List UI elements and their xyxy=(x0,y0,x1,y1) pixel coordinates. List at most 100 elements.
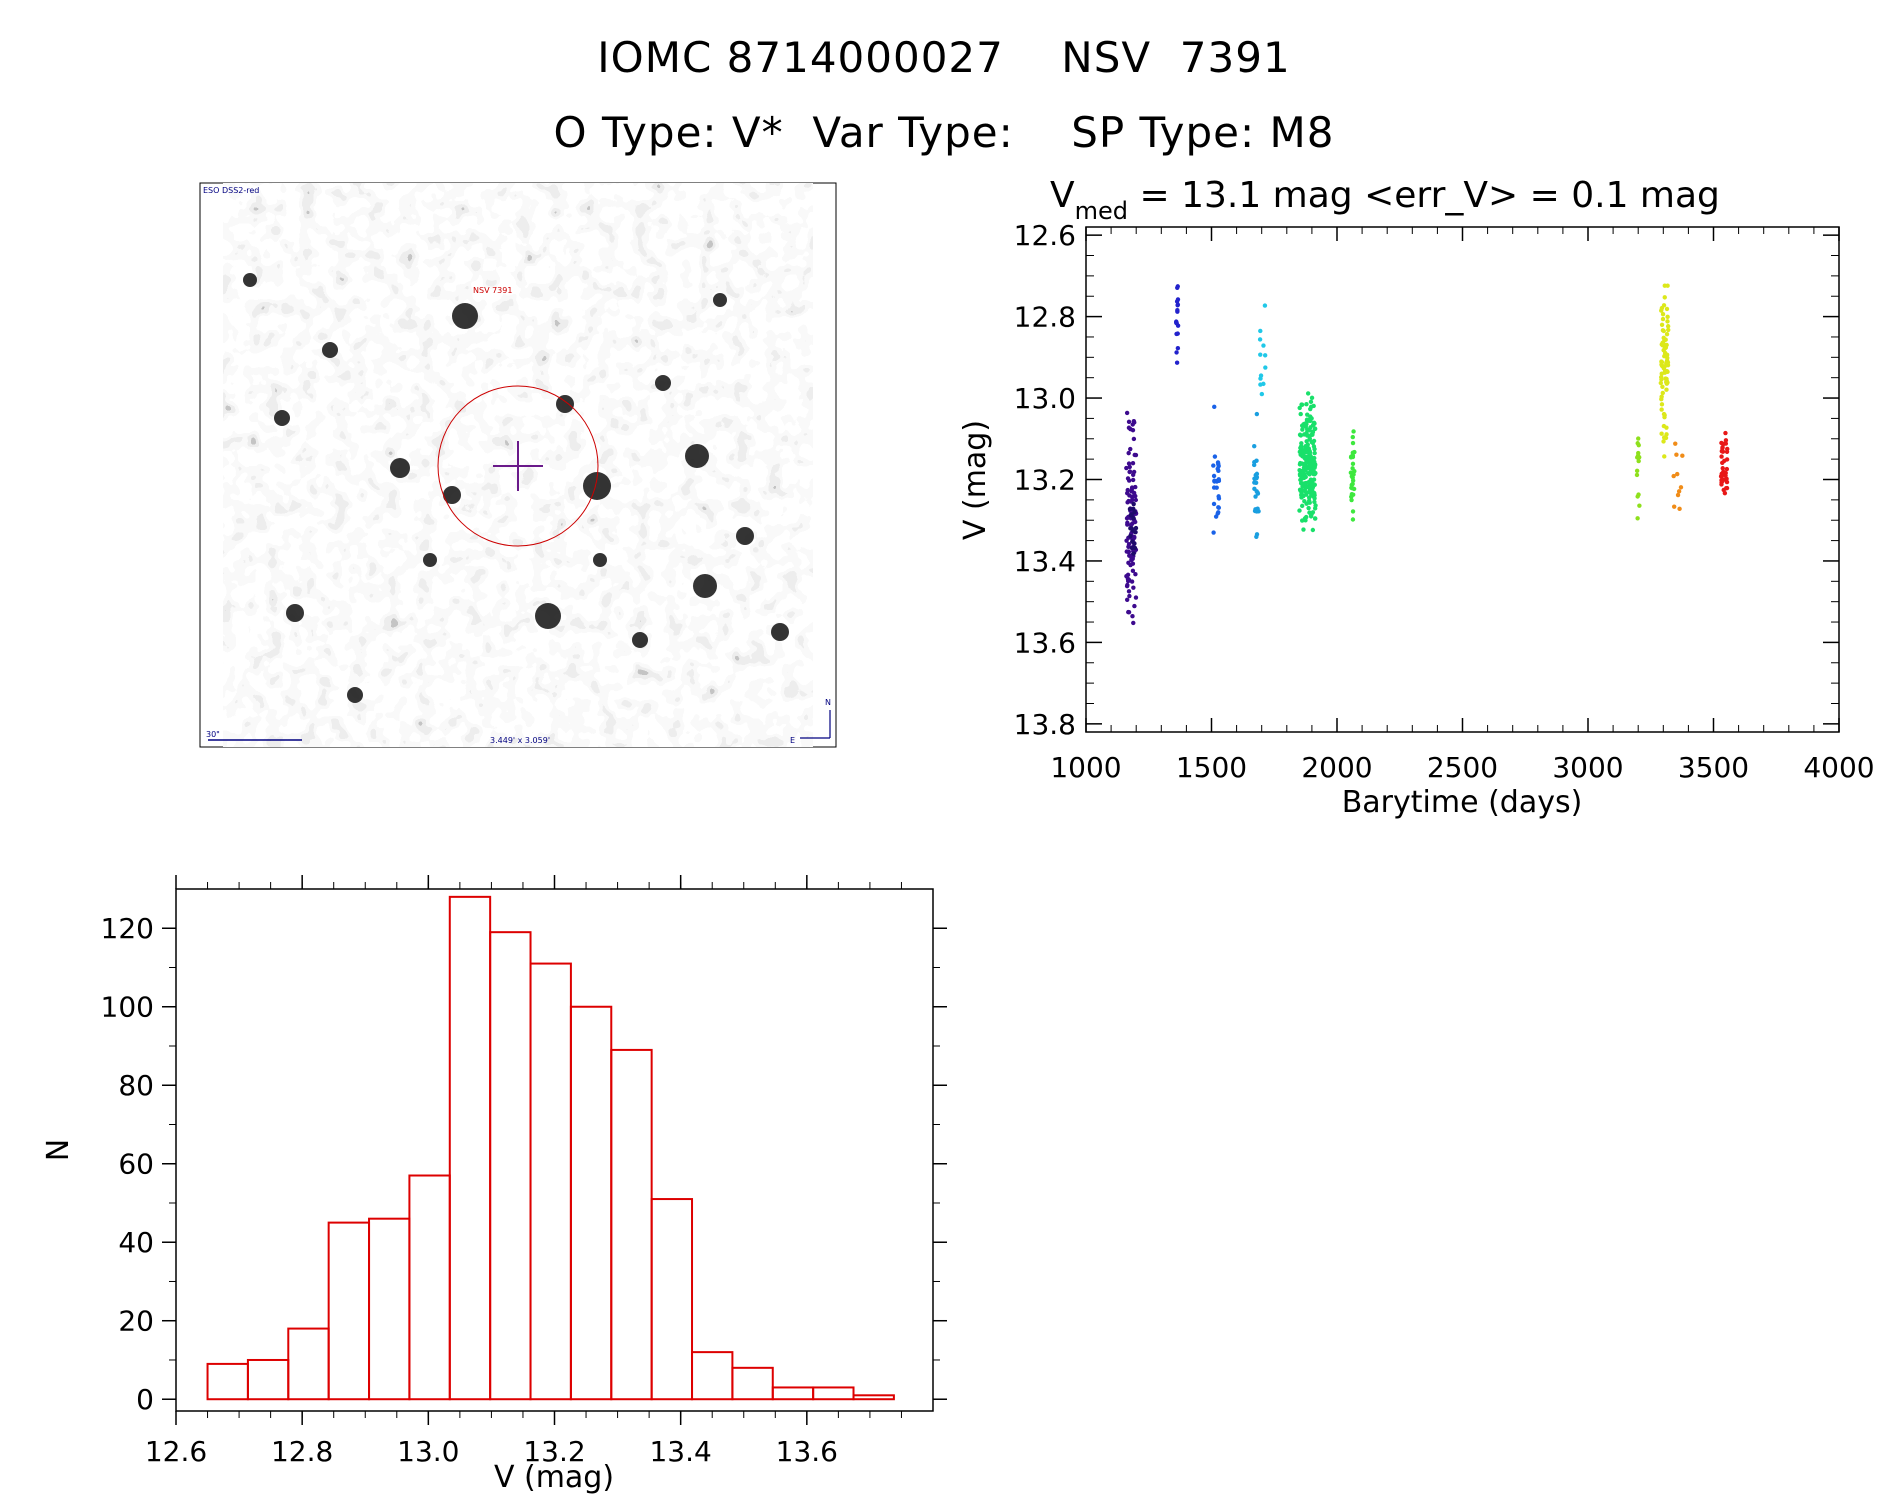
star-6 xyxy=(286,604,304,622)
lc-point xyxy=(1133,571,1138,577)
star-14 xyxy=(771,623,789,641)
hist-ytick-label: 0 xyxy=(136,1383,154,1416)
lc-point xyxy=(1666,327,1671,333)
lc-point xyxy=(1310,527,1316,533)
lc-point xyxy=(1128,426,1133,432)
lc-point xyxy=(1263,365,1268,370)
lc-point xyxy=(1349,485,1354,491)
histogram-bar xyxy=(206,1362,249,1401)
title-rest: = 13.1 mag <err_V> = 0.1 mag xyxy=(1128,175,1720,216)
lc-point xyxy=(1262,303,1268,308)
star-4 xyxy=(535,603,561,629)
lc-point xyxy=(1124,465,1129,471)
lc-point xyxy=(1350,509,1356,514)
lc-point xyxy=(1254,534,1259,539)
histogram-bar xyxy=(812,1386,855,1401)
east-label: E xyxy=(790,736,795,745)
lc-point xyxy=(1673,441,1678,446)
star-5 xyxy=(390,458,410,478)
lc-point xyxy=(1664,352,1670,358)
lc-point xyxy=(1720,460,1725,466)
lc-point xyxy=(1125,500,1130,505)
histogram-bar xyxy=(852,1394,895,1401)
lc-point xyxy=(1350,517,1356,522)
star-2 xyxy=(583,472,611,500)
lc-point xyxy=(1124,597,1130,602)
histogram-bar xyxy=(650,1198,694,1401)
lc-point xyxy=(1132,519,1138,525)
histogram-bar xyxy=(731,1366,774,1401)
histogram-bars xyxy=(206,895,895,1401)
lc-point xyxy=(1665,319,1670,324)
lc-point xyxy=(1298,411,1303,417)
survey-label: ESO DSS2-red xyxy=(203,186,259,195)
light-curve-xlabel: Barytime (days) xyxy=(1342,785,1583,820)
lc-point xyxy=(1132,535,1137,540)
lc-point xyxy=(1131,506,1136,512)
lc-point xyxy=(1302,421,1308,426)
lc-point xyxy=(1313,503,1318,508)
lc-point xyxy=(1311,438,1317,444)
lc-point xyxy=(1719,471,1724,476)
page-subtitle: O Type: V* Var Type: SP Type: M8 xyxy=(554,108,1335,157)
lc-point xyxy=(1258,352,1263,357)
lc-point xyxy=(1299,503,1305,509)
star-field xyxy=(243,273,789,703)
hist-ytick-label: 40 xyxy=(118,1226,154,1259)
lc-point xyxy=(1131,436,1137,442)
lc-point xyxy=(1312,446,1317,452)
hist-ytick-label: 120 xyxy=(101,912,154,945)
lc-point xyxy=(1130,472,1136,478)
lc-point xyxy=(1299,491,1304,496)
lc-point xyxy=(1665,324,1671,329)
lc-point xyxy=(1298,445,1303,451)
lc-point xyxy=(1661,328,1666,334)
lc-point xyxy=(1253,494,1258,499)
lc-point xyxy=(1174,299,1180,304)
lc-point xyxy=(1131,585,1136,590)
lc-point xyxy=(1303,467,1308,473)
lc-point xyxy=(1351,429,1356,434)
lc-point xyxy=(1308,399,1314,405)
histogram-ylabel: N xyxy=(41,1139,76,1161)
lc-point xyxy=(1308,513,1314,518)
lc-point xyxy=(1659,394,1664,399)
star-15 xyxy=(632,632,648,648)
histogram-bar xyxy=(448,895,492,1401)
lc-point xyxy=(1303,518,1308,523)
lc-point xyxy=(1304,402,1309,407)
lc-point xyxy=(1312,499,1317,505)
star-11 xyxy=(322,342,338,358)
lc-point xyxy=(1312,516,1318,521)
lc-point xyxy=(1723,470,1728,476)
lc-point xyxy=(1131,551,1136,556)
lc-point xyxy=(1306,498,1312,504)
lc-point xyxy=(1299,402,1305,407)
lc-point xyxy=(1131,515,1136,521)
lc-point xyxy=(1174,350,1179,355)
lc-point xyxy=(1312,496,1317,501)
lc-point xyxy=(1254,509,1259,514)
lc-ytick-label: 13.6 xyxy=(1014,626,1076,659)
title-v: V xyxy=(1050,175,1075,216)
lc-point xyxy=(1298,460,1303,466)
lc-point xyxy=(1127,593,1132,599)
lc-point xyxy=(1299,518,1305,523)
star-12 xyxy=(443,486,461,504)
lc-point xyxy=(1252,486,1257,492)
lc-point xyxy=(1348,455,1354,460)
lc-point xyxy=(1126,450,1131,456)
lc-point xyxy=(1723,441,1729,446)
histogram-bar xyxy=(327,1221,371,1401)
lc-point xyxy=(1664,306,1670,312)
lc-point xyxy=(1258,328,1263,334)
lc-point xyxy=(1664,432,1669,437)
lc-point xyxy=(1262,353,1268,358)
lc-point xyxy=(1305,391,1311,396)
lc-point xyxy=(1720,449,1726,454)
lc-point xyxy=(1635,455,1640,460)
lc-point xyxy=(1211,530,1216,535)
north-label: N xyxy=(825,698,831,707)
lc-point xyxy=(1301,453,1307,459)
histogram-bar xyxy=(287,1327,330,1401)
